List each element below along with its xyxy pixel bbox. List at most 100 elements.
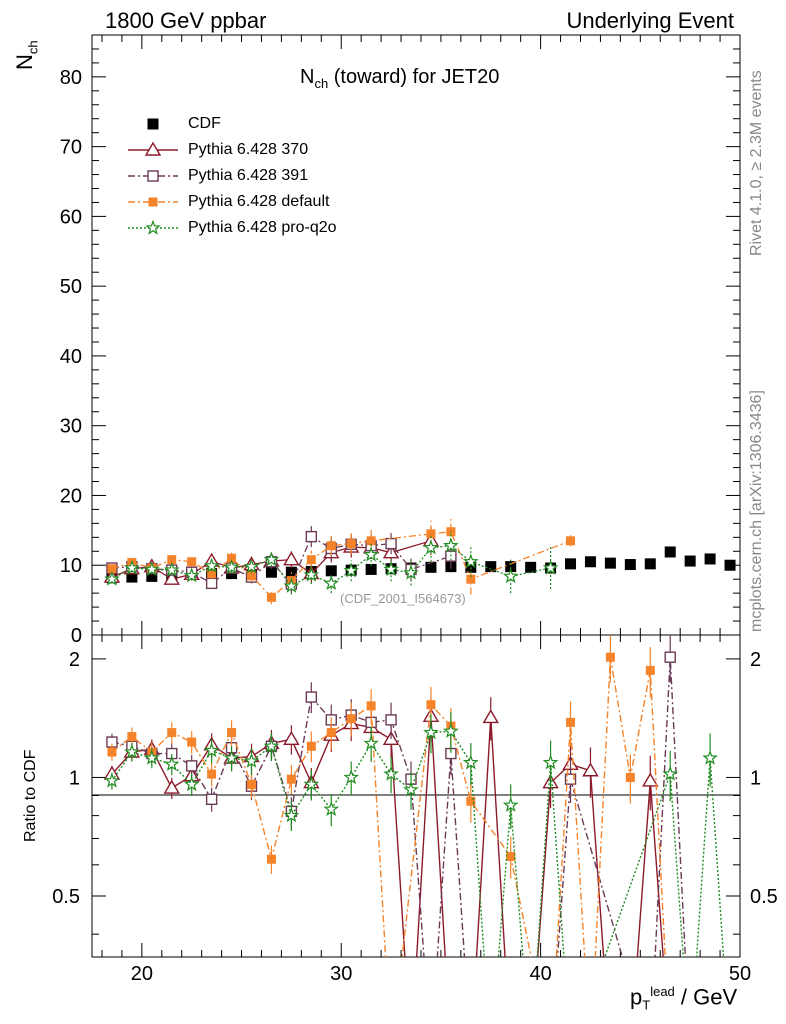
y-tick-label-main: 10 bbox=[60, 555, 82, 577]
axis-ticks: 20 30 40 50 0 10 20 30 40 50 60 70 80 0.5 0.5 1 1 2 2 bbox=[52, 34, 778, 985]
ratio-point bbox=[205, 793, 218, 806]
data-point bbox=[385, 537, 397, 550]
data-point bbox=[664, 546, 676, 558]
data-point bbox=[326, 541, 336, 551]
plot-title-rest: (toward) for JET20 bbox=[328, 66, 500, 88]
ratio-point bbox=[247, 779, 257, 789]
data-point bbox=[303, 566, 320, 582]
data-point bbox=[566, 536, 576, 546]
data-point bbox=[525, 561, 537, 573]
data-point bbox=[403, 564, 419, 580]
data-point bbox=[425, 561, 437, 573]
ratio-point bbox=[566, 717, 576, 727]
y-tick-label-main: 60 bbox=[60, 206, 82, 228]
plot-title-base: N bbox=[300, 66, 315, 88]
legend-label-pythia-default: Pythia 6.428 default bbox=[188, 193, 330, 210]
y-tick-label-main: 20 bbox=[60, 485, 82, 507]
data-point bbox=[247, 571, 257, 581]
legend-marker bbox=[147, 170, 159, 182]
y-tick-label-main: 80 bbox=[60, 67, 82, 89]
ratio-point bbox=[426, 700, 436, 710]
data-point bbox=[565, 558, 577, 570]
data-point bbox=[107, 564, 117, 574]
ratio-point bbox=[187, 737, 197, 747]
data-point bbox=[502, 568, 519, 584]
plot-title-sub: ch bbox=[314, 76, 329, 91]
ratio-point bbox=[645, 665, 655, 675]
data-point bbox=[223, 559, 240, 575]
x-tick-label: 40 bbox=[529, 963, 551, 985]
ratio-point bbox=[662, 765, 679, 781]
ratio-point bbox=[323, 801, 340, 817]
data-point bbox=[724, 559, 736, 571]
main-plot-series bbox=[103, 517, 736, 605]
ratio-point bbox=[343, 769, 360, 785]
ratio-point bbox=[664, 651, 676, 663]
data-point bbox=[306, 555, 316, 565]
ratio-point bbox=[385, 714, 397, 726]
x-axis-label-sup: lead bbox=[650, 984, 675, 999]
ratio-point bbox=[423, 724, 439, 740]
data-point bbox=[363, 546, 379, 562]
ratio-point bbox=[163, 756, 180, 771]
data-point bbox=[443, 537, 459, 553]
data-point bbox=[644, 558, 656, 570]
data-point bbox=[143, 561, 160, 577]
data-point bbox=[203, 557, 220, 573]
y-tick-label-ratio: 1 bbox=[69, 767, 80, 789]
data-point bbox=[265, 566, 277, 578]
data-point bbox=[604, 557, 616, 569]
data-point bbox=[266, 592, 276, 602]
legend-marker bbox=[145, 219, 161, 235]
y-tick-label-ratio-right: 1 bbox=[750, 767, 761, 789]
data-point bbox=[426, 529, 436, 539]
ratio-line-3 bbox=[111, 730, 725, 957]
plot-title: Nch (toward) for JET20 bbox=[300, 66, 499, 91]
ratio-point bbox=[506, 851, 516, 861]
ratio-series-group bbox=[103, 635, 725, 957]
data-point bbox=[227, 553, 237, 563]
ratio-line-2 bbox=[111, 657, 666, 957]
ratio-point bbox=[283, 807, 300, 823]
data-point bbox=[146, 570, 158, 582]
x-tick-label: 20 bbox=[131, 963, 153, 985]
ratio-point bbox=[642, 772, 659, 787]
ratio-point bbox=[366, 701, 376, 711]
legend-label-pythia-370: Pythia 6.428 370 bbox=[188, 141, 309, 158]
y-tick-label-main: 70 bbox=[60, 137, 82, 159]
data-point bbox=[207, 569, 217, 579]
data-point bbox=[584, 556, 596, 568]
data-point bbox=[167, 555, 177, 565]
ratio-point bbox=[185, 760, 198, 772]
x-axis-label: pTlead / GeV bbox=[630, 984, 737, 1013]
ratio-point bbox=[266, 854, 276, 864]
ratio-point bbox=[127, 732, 137, 742]
ratio-point bbox=[104, 772, 120, 788]
data-point bbox=[104, 570, 120, 586]
data-point bbox=[183, 567, 200, 583]
data-point bbox=[704, 553, 716, 565]
ratio-point bbox=[466, 796, 476, 806]
data-point bbox=[462, 553, 479, 569]
y-axis-label-base: N bbox=[12, 54, 37, 70]
data-point bbox=[542, 559, 559, 575]
data-point bbox=[505, 561, 517, 573]
ratio-point bbox=[305, 691, 318, 703]
ratio-point bbox=[363, 735, 379, 751]
data-point bbox=[343, 562, 360, 578]
ratio-point bbox=[482, 709, 499, 724]
rivet-label: Rivet 4.1.0, ≥ 2.3M events bbox=[748, 70, 765, 256]
data-point bbox=[346, 539, 356, 549]
ratio-point bbox=[462, 754, 479, 770]
y-tick-label-main: 40 bbox=[60, 346, 82, 368]
data-point bbox=[243, 558, 260, 574]
ratio-point bbox=[346, 714, 356, 724]
header-right: Underlying Event bbox=[566, 8, 734, 33]
header-left: 1800 GeV ppbar bbox=[105, 8, 267, 33]
ratio-point bbox=[183, 776, 200, 792]
x-axis-label-unit: / GeV bbox=[674, 984, 738, 1010]
x-axis-label-base: p bbox=[630, 984, 643, 1010]
data-point bbox=[263, 551, 280, 567]
data-point bbox=[624, 559, 636, 571]
